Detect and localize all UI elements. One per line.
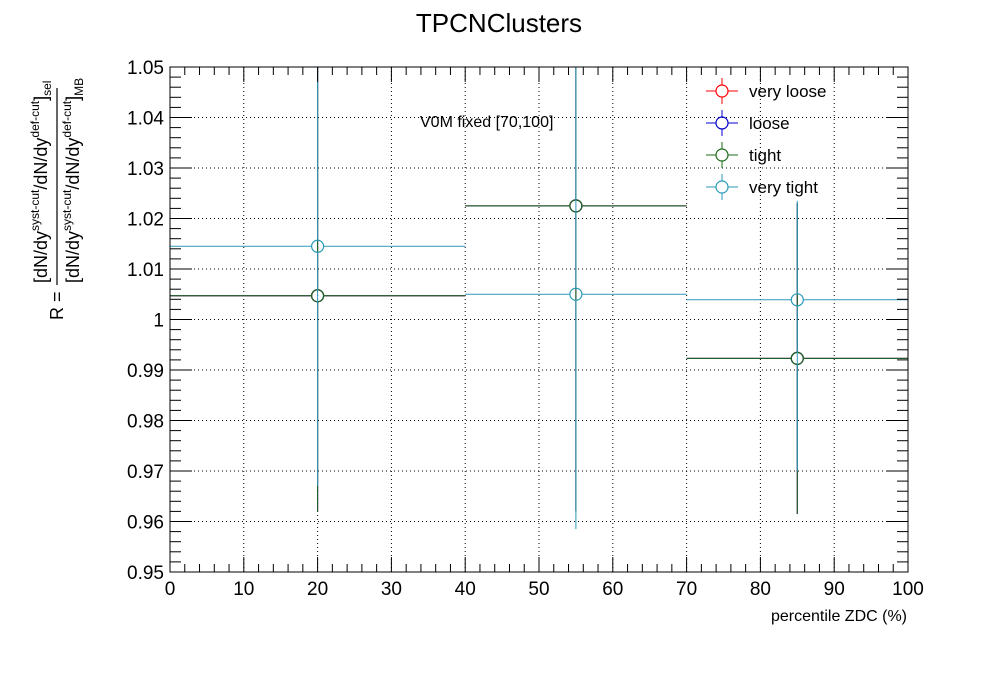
y-tick-label: 1.02	[127, 210, 164, 231]
y-tick-label: 1.01	[127, 260, 164, 281]
legend-marker	[715, 180, 729, 194]
x-tick-label: 40	[455, 579, 476, 600]
chart-title: TPCNClusters	[416, 8, 582, 38]
y-tick-label: 1.05	[127, 58, 164, 79]
y-axis-label: R = [dN/dysyst-cut/dN/dydef-cut]sel [dN/…	[28, 78, 86, 320]
y-label-den-sup2: def-cut	[60, 100, 74, 137]
data-point	[790, 293, 804, 307]
y-label-num-close: ]	[31, 96, 51, 101]
y-label-num-part1: [dN/dy	[31, 231, 51, 283]
y-tick-label: 1	[153, 311, 164, 332]
x-tick-label: 20	[307, 579, 328, 600]
y-label-prefix: R =	[47, 291, 67, 320]
y-label-den-sup1: syst-cut	[60, 189, 74, 231]
legend-label: tight	[749, 146, 781, 165]
data-point	[569, 287, 583, 301]
series-very-tight	[170, 67, 908, 530]
y-label-den-part1: [dN/dy	[63, 231, 83, 283]
y-tick-label: 0.95	[127, 563, 164, 584]
y-label-num-sup1: syst-cut	[28, 189, 42, 231]
y-label-den-close: ]	[63, 96, 83, 101]
legend-marker	[715, 148, 729, 162]
series-layer	[170, 67, 908, 530]
y-tick-label: 1.03	[127, 159, 164, 180]
x-tick-label: 60	[602, 579, 623, 600]
legend-entry: very tight	[706, 174, 818, 200]
y-label-den-sub: MB	[72, 78, 86, 96]
y-label-den-part2: /dN/dy	[63, 138, 83, 190]
x-tick-label: 0	[165, 579, 176, 600]
legend-entry: very loose	[706, 78, 826, 104]
y-label-num-sup2: def-cut	[28, 100, 42, 137]
y-tick-label: 0.98	[127, 412, 164, 433]
y-label-num-part2: /dN/dy	[31, 138, 51, 190]
grid	[170, 67, 908, 572]
x-tick-label: 100	[892, 579, 924, 600]
legend-marker	[715, 116, 729, 130]
x-tick-label: 80	[750, 579, 771, 600]
x-axis-label: percentile ZDC (%)	[771, 608, 907, 625]
y-label-numerator: [dN/dysyst-cut/dN/dydef-cut]sel	[28, 81, 54, 283]
data-point	[311, 239, 325, 253]
x-tick-label: 90	[824, 579, 845, 600]
y-tick-label: 0.97	[127, 462, 164, 483]
legend-label: very loose	[749, 82, 826, 101]
legend-label: loose	[749, 114, 790, 133]
y-tick-label: 0.99	[127, 361, 164, 382]
legend: very loose loose tight very tight	[706, 78, 826, 200]
y-label-num-sub: sel	[40, 81, 54, 96]
x-tick-label: 70	[676, 579, 697, 600]
axes: 0 10 20 30 40 50 60 70 80 90 100 0.95 0.96 0.97 0.98 0.…	[127, 58, 924, 600]
y-tick-label: 1.04	[127, 109, 164, 130]
x-tick-label: 30	[381, 579, 402, 600]
y-label-denominator: [dN/dysyst-cut/dN/dydef-cut]MB	[60, 78, 86, 283]
legend-entry: loose	[706, 110, 790, 136]
y-tick-label: 0.96	[127, 513, 164, 534]
legend-entry: tight	[706, 142, 781, 168]
annotation-text: V0M fixed [70,100]	[420, 114, 553, 131]
legend-label: very tight	[749, 178, 818, 197]
legend-marker	[715, 84, 729, 98]
x-tick-label: 10	[233, 579, 254, 600]
x-tick-label: 50	[528, 579, 549, 600]
